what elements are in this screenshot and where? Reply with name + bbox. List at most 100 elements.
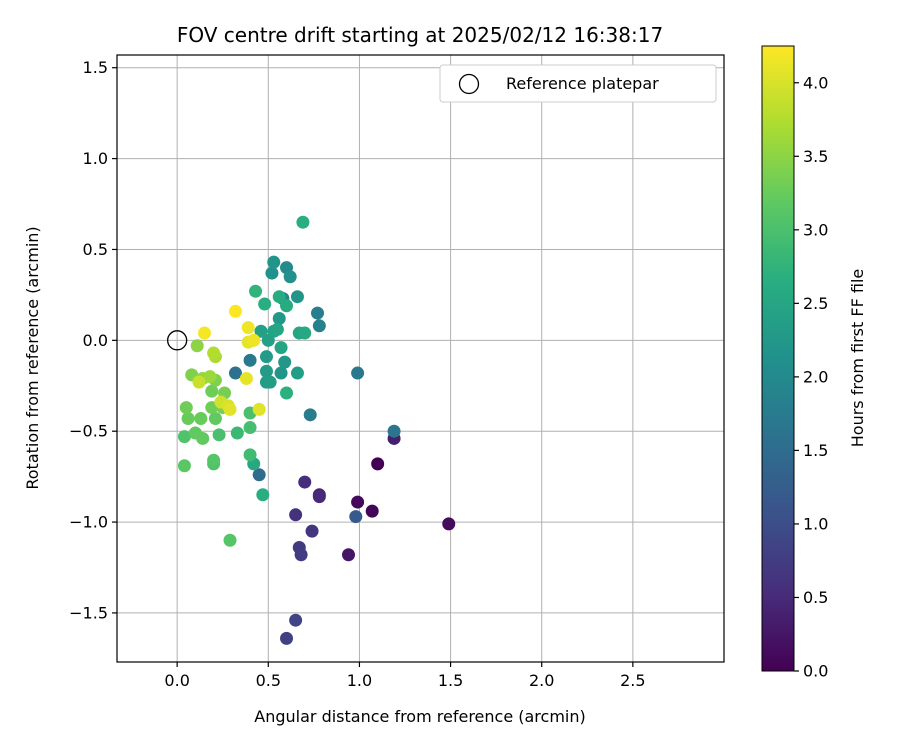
data-point: [442, 517, 456, 531]
data-point: [280, 299, 294, 313]
data-point: [203, 370, 217, 384]
x-axis-label: Angular distance from reference (arcmin): [254, 707, 585, 726]
x-tick-label: 2.0: [529, 671, 554, 690]
data-point: [207, 346, 221, 360]
y-axis-ticks: 1.5 1.0 0.5 0.0 −0.5 −1.0 −1.5: [69, 58, 117, 622]
data-point: [283, 270, 297, 284]
data-point: [349, 510, 363, 524]
data-point: [258, 297, 272, 311]
data-point: [197, 326, 211, 340]
y-tick-label: 1.0: [83, 149, 108, 168]
data-point: [249, 284, 263, 298]
data-point: [205, 384, 219, 398]
colorbar-tick-label: 2.5: [803, 294, 828, 313]
colorbar-tick-label: 1.0: [803, 514, 828, 533]
colorbar-tick-label: 1.5: [803, 441, 828, 460]
data-point: [208, 411, 222, 425]
data-point: [280, 631, 294, 645]
colorbar-tick-label: 3.0: [803, 220, 828, 239]
scatter-points: [167, 215, 456, 645]
data-point: [177, 430, 191, 444]
data-point: [259, 364, 273, 378]
data-point: [259, 350, 273, 364]
data-point: [272, 312, 286, 326]
data-point: [298, 326, 312, 340]
colorbar-label: Hours from first FF file: [848, 269, 867, 448]
data-point: [280, 386, 294, 400]
legend-marker-reference: [458, 73, 480, 95]
data-point: [365, 504, 379, 518]
data-point: [289, 613, 303, 627]
grid-lines: [117, 55, 724, 662]
data-point: [341, 548, 355, 562]
colorbar-tick-label: 3.5: [803, 147, 828, 166]
data-point: [305, 524, 319, 538]
data-point: [230, 426, 244, 440]
data-point: [252, 402, 266, 416]
data-point: [181, 411, 195, 425]
colorbar-tick-label: 4.0: [803, 73, 828, 92]
y-tick-label: 0.5: [83, 240, 108, 259]
x-tick-label: 1.5: [438, 671, 463, 690]
data-point: [294, 548, 308, 562]
data-point: [298, 475, 312, 489]
data-point: [194, 411, 208, 425]
colorbar-tick-label: 0.5: [803, 588, 828, 607]
data-point: [303, 408, 317, 422]
data-point: [278, 355, 292, 369]
data-point: [223, 402, 237, 416]
data-point: [265, 266, 279, 280]
data-point: [254, 324, 268, 338]
y-axis-label: Rotation from reference (arcmin): [23, 226, 42, 489]
data-point: [223, 533, 237, 547]
x-axis-ticks: 0.0 0.5 1.0 1.5 2.0 2.5: [164, 662, 646, 690]
chart-title: FOV centre drift starting at 2025/02/12 …: [177, 23, 663, 47]
data-point: [272, 290, 286, 304]
data-point: [290, 290, 304, 304]
data-point: [312, 319, 326, 333]
data-point: [207, 453, 221, 467]
data-point: [243, 421, 257, 435]
x-tick-label: 0.5: [256, 671, 281, 690]
data-point: [371, 457, 385, 471]
colorbar: [761, 45, 795, 672]
data-point: [263, 375, 277, 389]
legend-label-reference: Reference platepar: [506, 74, 659, 93]
data-point: [289, 508, 303, 522]
y-tick-label: 1.5: [83, 58, 108, 77]
data-point: [256, 488, 270, 502]
data-point: [351, 366, 365, 380]
y-tick-label: −1.5: [69, 603, 108, 622]
data-point: [190, 339, 204, 353]
plot-area-frame: [116, 54, 725, 663]
legend: Reference platepar: [439, 64, 717, 103]
data-point: [252, 468, 266, 482]
data-point: [351, 495, 365, 509]
data-point: [274, 341, 288, 355]
data-point: [387, 424, 401, 438]
x-tick-label: 1.0: [347, 671, 372, 690]
data-point: [212, 428, 226, 442]
y-tick-label: −0.5: [69, 422, 108, 441]
data-point: [311, 306, 325, 320]
data-point: [228, 366, 242, 380]
data-point: [243, 448, 257, 462]
data-point: [296, 215, 310, 229]
data-point: [312, 490, 326, 504]
x-tick-label: 2.5: [620, 671, 645, 690]
data-point: [267, 255, 281, 269]
colorbar-tick-label: 2.0: [803, 367, 828, 386]
colorbar-ticks: 0.0 0.5 1.0 1.5 2.0 2.5 3.0 3.5 4.0: [794, 73, 828, 681]
data-point: [179, 401, 193, 415]
reference-platepar-marker: [167, 330, 188, 351]
data-point: [192, 375, 206, 389]
data-point: [177, 459, 191, 473]
x-tick-label: 0.0: [164, 671, 189, 690]
data-point: [243, 353, 257, 367]
data-point: [270, 322, 284, 336]
data-point: [247, 333, 261, 347]
data-point: [239, 371, 253, 385]
data-point: [228, 304, 242, 318]
colorbar-tick-label: 0.0: [803, 662, 828, 681]
